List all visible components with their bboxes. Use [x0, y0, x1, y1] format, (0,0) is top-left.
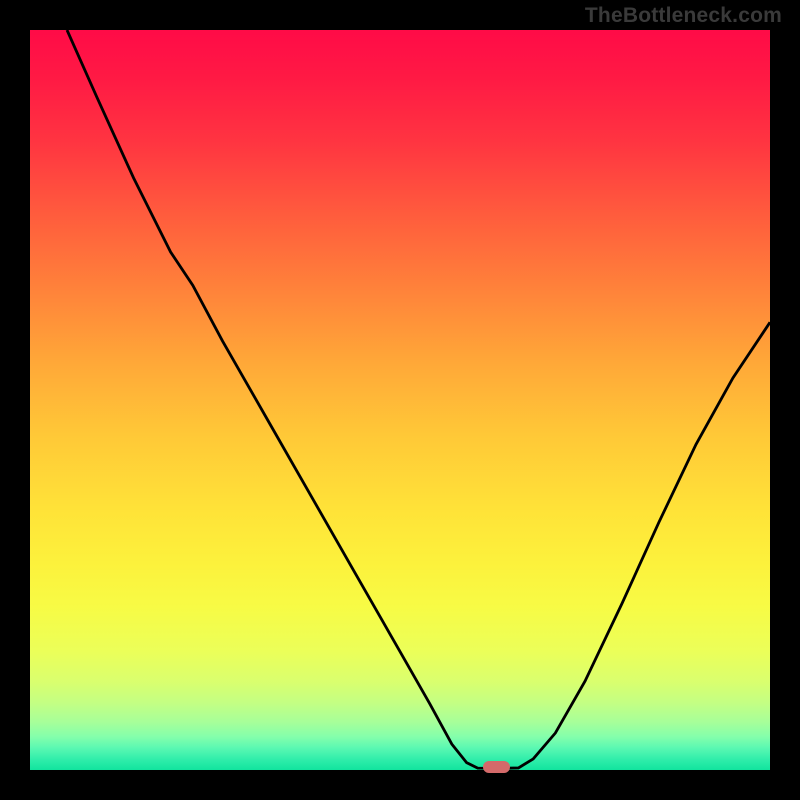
watermark-text: TheBottleneck.com: [585, 4, 782, 28]
optimum-marker: [483, 761, 510, 772]
plot-area: [30, 30, 770, 770]
bottleneck-curve: [30, 30, 770, 770]
